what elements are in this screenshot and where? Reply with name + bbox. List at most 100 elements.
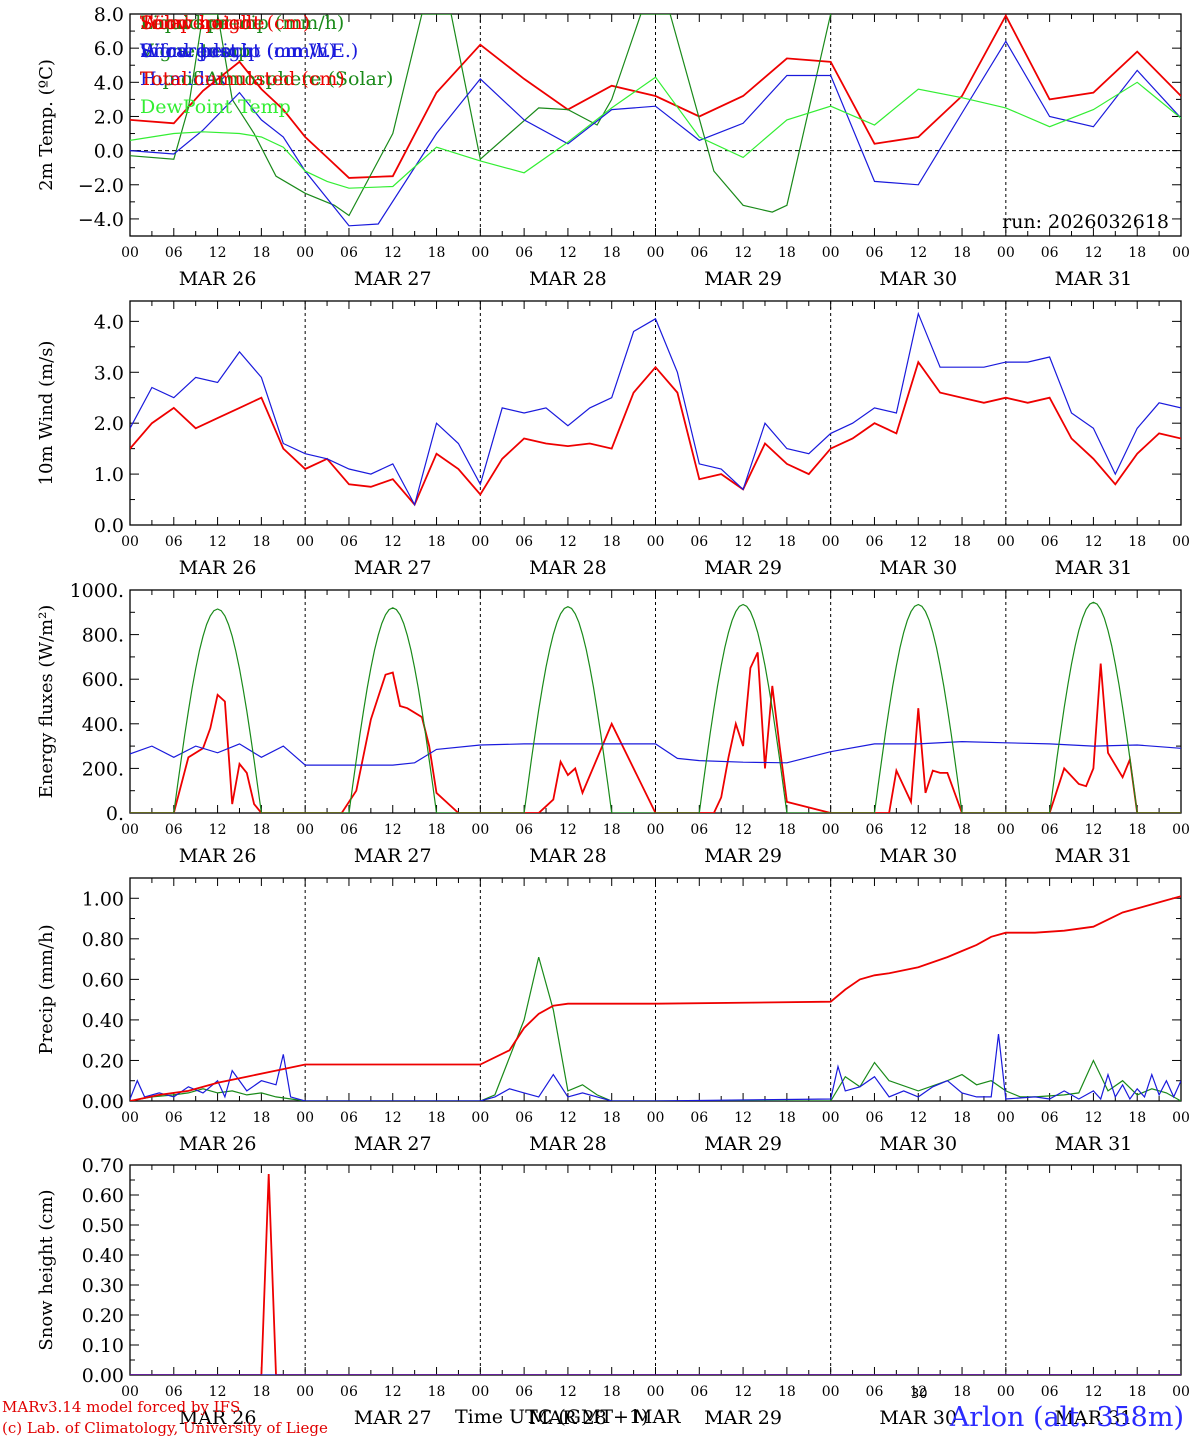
x-tick-label: 18	[252, 1110, 270, 1126]
y-tick-label: 0.40	[82, 1010, 124, 1032]
y-tick-label: 0.00	[82, 1091, 124, 1113]
day-label: MAR 31	[1055, 845, 1133, 867]
x-tick-label: 18	[603, 1110, 621, 1126]
y-tick-label: 0.20	[82, 1050, 124, 1072]
x-tick-label: 18	[252, 1384, 270, 1400]
series-line-temperature	[130, 14, 1181, 179]
x-tick-label: 12	[1085, 245, 1103, 261]
x-tick-label: 12	[734, 1384, 752, 1400]
x-tick-label: 06	[165, 1110, 183, 1126]
day-label: MAR 30	[879, 557, 957, 579]
x-tick-label: 12	[1085, 1110, 1103, 1126]
x-tick-label: 18	[1128, 245, 1146, 261]
series-line-total-cumulated-cm	[130, 895, 1181, 1101]
x-tick-label: 12	[209, 534, 227, 550]
series-line-humidex	[130, 40, 1181, 227]
y-tick-label: 400.	[82, 714, 124, 736]
day-label: MAR 27	[354, 845, 432, 867]
x-tick-label: 00	[822, 245, 840, 261]
y-tick-label: 2.0	[94, 413, 124, 435]
lab-credit: (c) Lab. of Climatology, University of L…	[2, 1419, 328, 1437]
y-tick-label: 0.70	[82, 1155, 124, 1177]
series-line-dewpoint-temp	[130, 76, 1181, 189]
x-axis-title: Time UTC (GMT+1)	[455, 1406, 649, 1428]
day-label: MAR 26	[179, 557, 257, 579]
y-tick-label: 0.00	[82, 1365, 124, 1387]
day-label: MAR 30	[879, 1133, 957, 1155]
legend-entry: DewPoint Temp	[140, 96, 291, 118]
y-tick-label: 0.60	[82, 969, 124, 991]
y-axis-title: Energy fluxes (W/m²)	[36, 605, 57, 799]
x-tick-label: 12	[384, 534, 402, 550]
x-tick-label: 18	[1128, 1110, 1146, 1126]
x-tick-label: 00	[997, 534, 1015, 550]
x-tick-label: 00	[471, 1110, 489, 1126]
x-tick-label: 00	[997, 1110, 1015, 1126]
small-number-label: 30	[911, 1387, 928, 1402]
day-label: MAR 26	[179, 1407, 257, 1429]
x-tick-label: 00	[647, 534, 665, 550]
y-axis-title: 10m Wind (m/s)	[36, 341, 57, 486]
day-label: MAR 26	[179, 268, 257, 290]
day-label: MAR 30	[879, 845, 957, 867]
legend-entry: Snow height (cm W.E.)	[140, 40, 358, 62]
x-tick-label: 00	[121, 245, 139, 261]
day-label: MAR 29	[704, 1133, 782, 1155]
x-tick-label: 00	[1172, 1384, 1190, 1400]
x-tick-label: 06	[1041, 245, 1059, 261]
y-axis-title: Precip (mm/h)	[36, 924, 57, 1054]
x-tick-label: 12	[209, 1384, 227, 1400]
legend-entry: Solar	[140, 12, 192, 34]
x-tick-label: 06	[690, 822, 708, 838]
day-label: MAR 30	[879, 1407, 957, 1429]
series-line-snow-precip-mm-h	[130, 1034, 1181, 1101]
x-tick-label: 12	[909, 534, 927, 550]
x-tick-label: 18	[778, 822, 796, 838]
y-tick-label: 1.00	[82, 888, 124, 910]
x-tick-label: 00	[296, 534, 314, 550]
chart-panel-3: 00 06 12 18 00 06 12 18 00 06 12 18 00 06 12 18 00 06 12 18…	[36, 12, 1190, 867]
x-tick-label: 12	[384, 245, 402, 261]
day-label: MAR 31	[1055, 1133, 1133, 1155]
x-tick-label: 18	[1128, 534, 1146, 550]
x-tick-label: 00	[471, 245, 489, 261]
x-tick-label: 12	[1085, 534, 1103, 550]
x-tick-label: 18	[778, 245, 796, 261]
x-tick-label: 06	[866, 1384, 884, 1400]
y-axis-title: 2m Temp. (ºC)	[36, 59, 57, 191]
legend-entry: Wind gust	[140, 40, 238, 62]
x-tick-label: 06	[515, 245, 533, 261]
day-label: MAR 27	[354, 1133, 432, 1155]
x-tick-label: 12	[1085, 1384, 1103, 1400]
x-tick-label: 00	[822, 1384, 840, 1400]
x-tick-label: 18	[778, 1384, 796, 1400]
x-tick-label: 12	[384, 822, 402, 838]
x-tick-label: 00	[822, 822, 840, 838]
x-tick-label: 12	[209, 245, 227, 261]
run-annotation: run: 2026032618	[1002, 211, 1169, 233]
y-tick-label: 2.0	[94, 106, 124, 128]
x-tick-label: 00	[1172, 1110, 1190, 1126]
x-tick-label: 00	[647, 245, 665, 261]
day-label: MAR 28	[529, 1407, 607, 1429]
x-tick-label: 00	[1172, 534, 1190, 550]
x-axis-title-overlay: MAR	[633, 1406, 681, 1428]
plot-frame	[129, 300, 1182, 526]
y-tick-label: 0.60	[82, 1185, 124, 1207]
x-tick-label: 06	[690, 245, 708, 261]
x-tick-label: 06	[165, 245, 183, 261]
x-tick-label: 18	[428, 1110, 446, 1126]
series-line-liquid-precip-mm-h	[130, 956, 1181, 1101]
x-tick-label: 12	[384, 1384, 402, 1400]
x-tick-label: 18	[428, 1384, 446, 1400]
x-tick-label: 00	[822, 1110, 840, 1126]
x-tick-label: 00	[471, 534, 489, 550]
day-label: MAR 31	[1055, 557, 1133, 579]
y-tick-label: 200.	[82, 758, 124, 780]
x-tick-label: 00	[471, 1384, 489, 1400]
x-tick-label: 00	[822, 534, 840, 550]
x-tick-label: 06	[1041, 822, 1059, 838]
x-tick-label: 06	[340, 1110, 358, 1126]
y-tick-label: 0.40	[82, 1245, 124, 1267]
x-tick-label: 00	[121, 1384, 139, 1400]
